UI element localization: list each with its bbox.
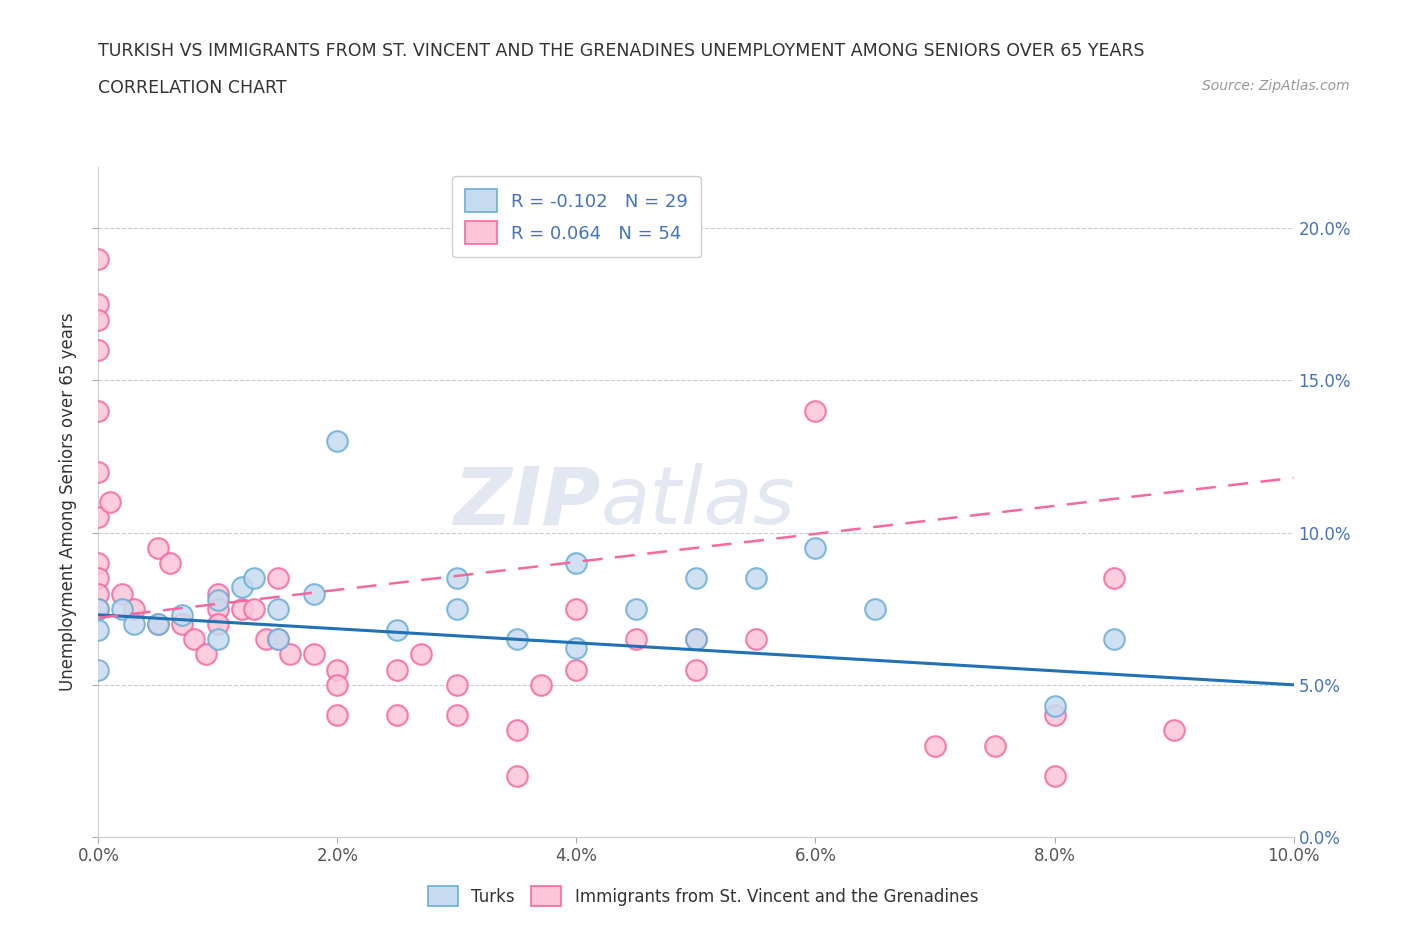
Point xyxy=(565,662,588,677)
Point xyxy=(446,677,468,692)
Point xyxy=(111,602,134,617)
Point xyxy=(626,602,648,617)
Point xyxy=(278,647,301,662)
Point xyxy=(87,464,110,479)
Point xyxy=(267,602,290,617)
Point xyxy=(231,580,253,595)
Point xyxy=(1163,723,1185,737)
Text: atlas: atlas xyxy=(600,463,796,541)
Point xyxy=(207,631,229,646)
Point xyxy=(924,738,946,753)
Point xyxy=(565,602,588,617)
Point xyxy=(446,708,468,723)
Point xyxy=(87,312,110,327)
Point xyxy=(385,662,409,677)
Text: CORRELATION CHART: CORRELATION CHART xyxy=(98,79,287,97)
Point xyxy=(87,555,110,570)
Point xyxy=(87,662,110,677)
Point xyxy=(1043,708,1066,723)
Point xyxy=(87,297,110,312)
Point xyxy=(148,617,170,631)
Text: Source: ZipAtlas.com: Source: ZipAtlas.com xyxy=(1202,79,1350,93)
Point xyxy=(302,586,325,601)
Point xyxy=(745,631,768,646)
Point xyxy=(326,434,349,449)
Point xyxy=(385,622,409,637)
Point xyxy=(1043,769,1066,784)
Text: ZIP: ZIP xyxy=(453,463,600,541)
Point xyxy=(254,631,277,646)
Point xyxy=(267,631,290,646)
Point xyxy=(1104,631,1126,646)
Point xyxy=(685,631,707,646)
Point xyxy=(111,586,134,601)
Point xyxy=(326,677,349,692)
Point xyxy=(804,540,827,555)
Point xyxy=(626,631,648,646)
Point xyxy=(87,571,110,586)
Point xyxy=(267,631,290,646)
Point xyxy=(87,404,110,418)
Point xyxy=(385,708,409,723)
Point xyxy=(207,602,229,617)
Point xyxy=(506,723,529,737)
Point xyxy=(148,617,170,631)
Point xyxy=(87,510,110,525)
Point xyxy=(745,571,768,586)
Point xyxy=(87,586,110,601)
Point xyxy=(124,602,146,617)
Point xyxy=(207,592,229,607)
Point xyxy=(183,631,205,646)
Point xyxy=(685,662,707,677)
Text: TURKISH VS IMMIGRANTS FROM ST. VINCENT AND THE GRENADINES UNEMPLOYMENT AMONG SEN: TURKISH VS IMMIGRANTS FROM ST. VINCENT A… xyxy=(98,42,1144,60)
Point xyxy=(100,495,122,510)
Point xyxy=(87,622,110,637)
Point xyxy=(124,617,146,631)
Point xyxy=(984,738,1007,753)
Legend: R = -0.102   N = 29, R = 0.064   N = 54: R = -0.102 N = 29, R = 0.064 N = 54 xyxy=(451,177,702,257)
Y-axis label: Unemployment Among Seniors over 65 years: Unemployment Among Seniors over 65 years xyxy=(59,313,77,691)
Point xyxy=(87,251,110,266)
Point xyxy=(506,631,529,646)
Point xyxy=(326,662,349,677)
Point xyxy=(159,555,181,570)
Point xyxy=(87,602,110,617)
Point xyxy=(685,571,707,586)
Point xyxy=(1104,571,1126,586)
Point xyxy=(804,404,827,418)
Point xyxy=(865,602,887,617)
Point xyxy=(1043,698,1066,713)
Point xyxy=(207,586,229,601)
Point xyxy=(243,571,266,586)
Point xyxy=(506,769,529,784)
Point xyxy=(87,342,110,357)
Point xyxy=(87,602,110,617)
Point xyxy=(302,647,325,662)
Point xyxy=(172,607,194,622)
Point xyxy=(207,617,229,631)
Point xyxy=(172,617,194,631)
Point xyxy=(411,647,433,662)
Point xyxy=(326,708,349,723)
Point xyxy=(446,571,468,586)
Point xyxy=(529,677,551,692)
Point xyxy=(243,602,266,617)
Point xyxy=(267,571,290,586)
Point xyxy=(148,540,170,555)
Legend: Turks, Immigrants from St. Vincent and the Grenadines: Turks, Immigrants from St. Vincent and t… xyxy=(422,880,984,912)
Point xyxy=(565,641,588,656)
Point xyxy=(446,602,468,617)
Point xyxy=(685,631,707,646)
Point xyxy=(231,602,253,617)
Point xyxy=(565,555,588,570)
Point xyxy=(195,647,218,662)
